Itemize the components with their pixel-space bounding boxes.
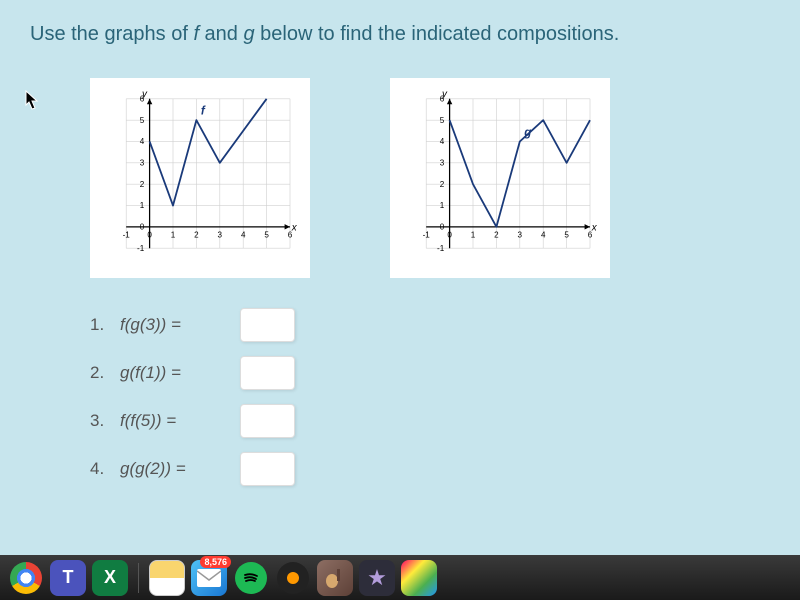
q4-num: 4. xyxy=(90,459,110,479)
prompt-text: Use the graphs of f and g below to find … xyxy=(30,20,770,48)
macos-dock: T X 8,576 ★ xyxy=(0,555,800,600)
svg-text:3: 3 xyxy=(218,231,223,240)
svg-text:5: 5 xyxy=(264,231,269,240)
dock-chrome-icon[interactable] xyxy=(8,560,44,596)
question-4: 4. g(g(2)) = xyxy=(90,452,770,486)
svg-text:1: 1 xyxy=(440,201,445,210)
cursor-icon xyxy=(25,90,41,112)
dock-guitar-icon[interactable] xyxy=(317,560,353,596)
svg-text:x: x xyxy=(591,222,598,233)
dock-excel-icon[interactable]: X xyxy=(92,560,128,596)
svg-text:1: 1 xyxy=(140,201,145,210)
q2-num: 2. xyxy=(90,363,110,383)
dock-photos-icon[interactable] xyxy=(401,560,437,596)
svg-text:4: 4 xyxy=(541,231,546,240)
dock-teams-icon[interactable]: T xyxy=(50,560,86,596)
svg-text:2: 2 xyxy=(194,231,199,240)
svg-text:f: f xyxy=(201,105,206,118)
prompt-fn-g: g xyxy=(243,23,254,45)
svg-text:2: 2 xyxy=(494,231,499,240)
svg-text:3: 3 xyxy=(440,159,445,168)
svg-text:y: y xyxy=(141,89,148,100)
dock-spotify-icon[interactable] xyxy=(233,560,269,596)
q1-answer-input[interactable] xyxy=(240,308,295,342)
dock-separator xyxy=(138,563,139,593)
q3-num: 3. xyxy=(90,411,110,431)
svg-text:5: 5 xyxy=(564,231,569,240)
teams-label: T xyxy=(63,567,74,588)
svg-text:4: 4 xyxy=(440,137,445,146)
q2-answer-input[interactable] xyxy=(240,356,295,390)
excel-label: X xyxy=(104,567,116,588)
svg-text:1: 1 xyxy=(171,231,176,240)
guitar-shape-icon xyxy=(324,567,346,589)
mail-badge: 8,576 xyxy=(200,556,231,568)
svg-text:y: y xyxy=(441,89,448,100)
svg-text:0: 0 xyxy=(140,223,145,232)
prompt-part-a: Use the graphs of xyxy=(30,23,193,45)
svg-text:g: g xyxy=(523,126,531,139)
svg-text:0: 0 xyxy=(147,231,152,240)
svg-text:0: 0 xyxy=(447,231,452,240)
exercise-panel: Use the graphs of f and g below to find … xyxy=(0,0,800,555)
graph-f-container: -10123456-10123456xyf xyxy=(90,78,310,278)
dock-notes-icon[interactable] xyxy=(149,560,185,596)
svg-text:2: 2 xyxy=(440,180,445,189)
svg-text:1: 1 xyxy=(471,231,476,240)
dock-garageband-icon[interactable] xyxy=(275,560,311,596)
graph-f: -10123456-10123456xyf xyxy=(100,88,300,268)
svg-text:-1: -1 xyxy=(437,244,445,253)
mail-envelope-icon xyxy=(197,569,221,587)
prompt-part-b: and xyxy=(199,23,243,45)
dock-mail-icon[interactable]: 8,576 xyxy=(191,560,227,596)
svg-text:-1: -1 xyxy=(137,244,145,253)
svg-text:-1: -1 xyxy=(123,231,131,240)
svg-text:3: 3 xyxy=(140,159,145,168)
svg-text:3: 3 xyxy=(518,231,523,240)
q1-expr: f(g(3)) = xyxy=(120,315,230,335)
question-1: 1. f(g(3)) = xyxy=(90,308,770,342)
dock-imovie-icon[interactable]: ★ xyxy=(359,560,395,596)
svg-text:0: 0 xyxy=(440,223,445,232)
svg-text:4: 4 xyxy=(241,231,246,240)
imovie-star-icon: ★ xyxy=(367,565,387,591)
svg-text:5: 5 xyxy=(140,116,145,125)
svg-text:2: 2 xyxy=(140,180,145,189)
question-2: 2. g(f(1)) = xyxy=(90,356,770,390)
q1-num: 1. xyxy=(90,315,110,335)
graphs-row: -10123456-10123456xyf -10123456-10123456… xyxy=(90,78,770,278)
q3-answer-input[interactable] xyxy=(240,404,295,438)
prompt-part-c: below to find the indicated compositions… xyxy=(255,23,620,45)
q2-expr: g(f(1)) = xyxy=(120,363,230,383)
q4-answer-input[interactable] xyxy=(240,452,295,486)
questions-list: 1. f(g(3)) = 2. g(f(1)) = 3. f(f(5)) = 4… xyxy=(90,308,770,486)
spotify-waves-icon xyxy=(242,569,260,587)
graph-g: -10123456-10123456xyg xyxy=(400,88,600,268)
svg-text:4: 4 xyxy=(140,137,145,146)
svg-text:5: 5 xyxy=(440,116,445,125)
q4-expr: g(g(2)) = xyxy=(120,459,230,479)
graph-g-container: -10123456-10123456xyg xyxy=(390,78,610,278)
question-3: 3. f(f(5)) = xyxy=(90,404,770,438)
svg-text:x: x xyxy=(291,222,298,233)
q3-expr: f(f(5)) = xyxy=(120,411,230,431)
svg-text:-1: -1 xyxy=(423,231,431,240)
